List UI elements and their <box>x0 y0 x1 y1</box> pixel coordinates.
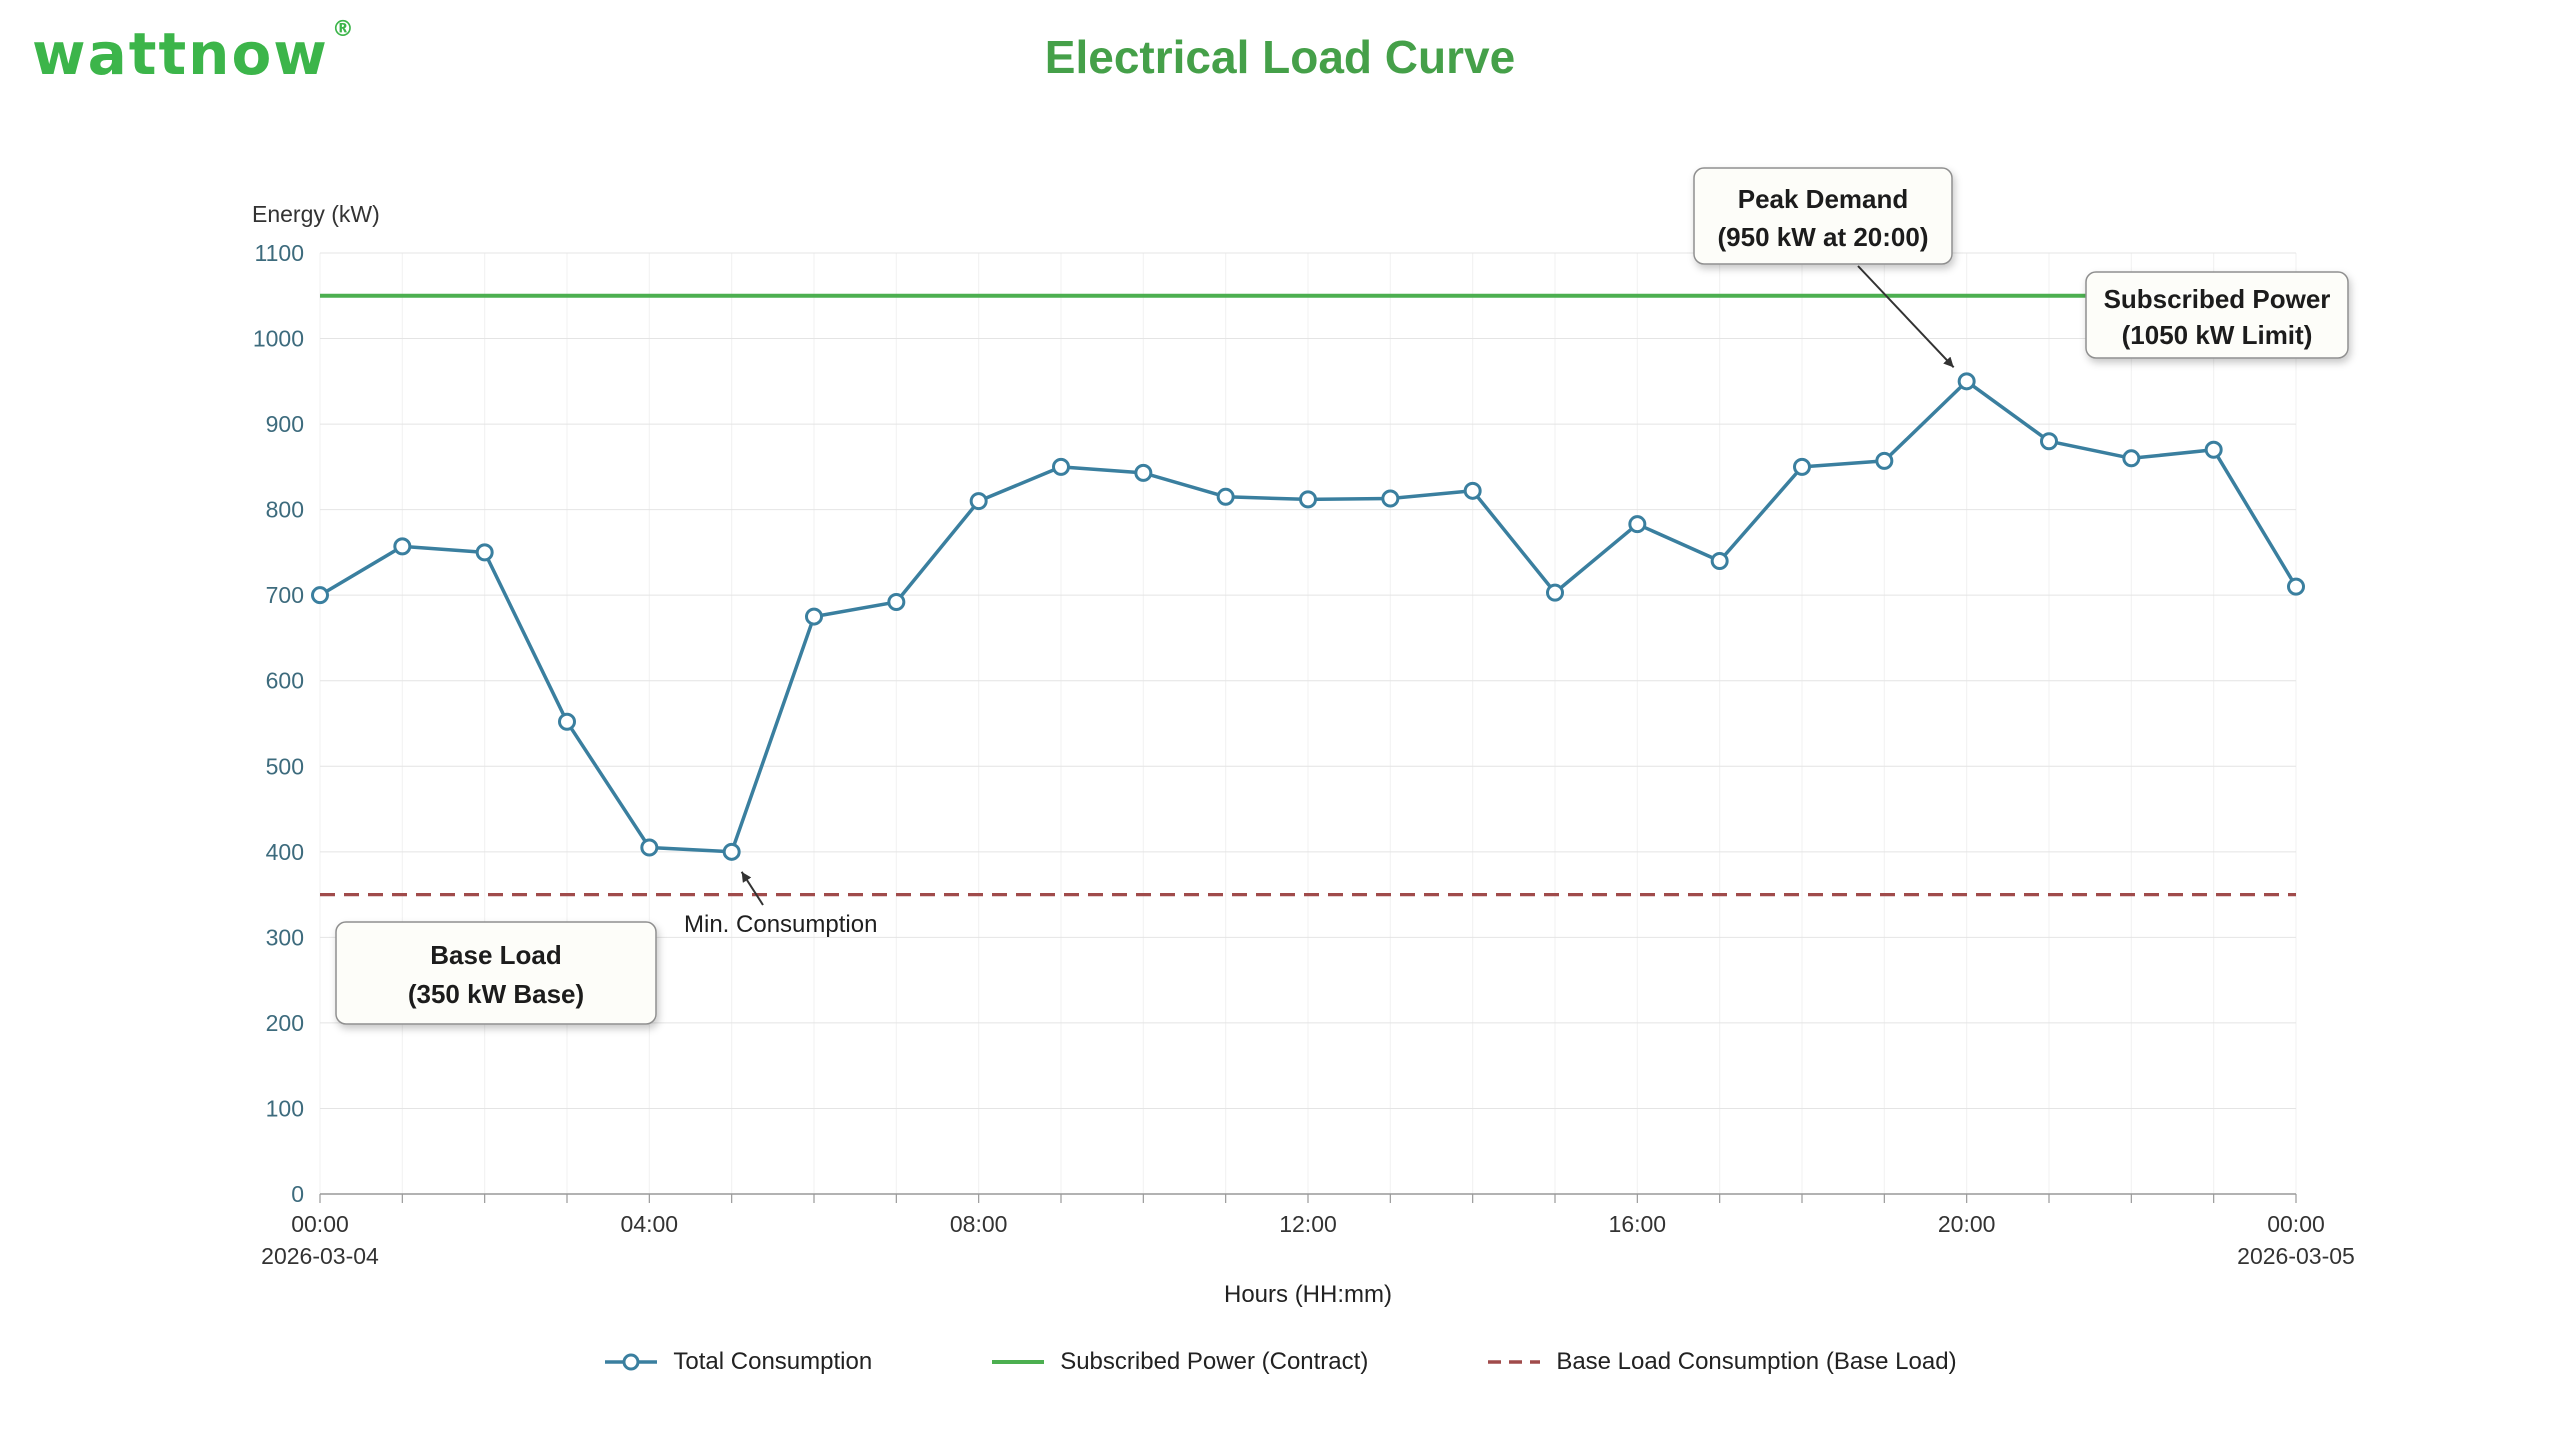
data-point[interactable] <box>1052 457 1070 476</box>
annotation-text: (1050 kW Limit) <box>2122 320 2313 350</box>
y-tick-label: 600 <box>266 668 304 694</box>
legend-symbol <box>605 1353 658 1371</box>
y-tick-label: 700 <box>266 582 304 608</box>
chart-title: Electrical Load Curve <box>1044 31 1516 83</box>
data-point[interactable] <box>722 842 741 861</box>
series-layer <box>311 372 2305 861</box>
annotation-subscribed-power: Subscribed Power (1050 kW Limit) <box>2085 271 2349 359</box>
chart-legend: Total Consumption Subscribed Power (Contr… <box>0 1348 2560 1376</box>
y-tick-label: 200 <box>266 1010 304 1036</box>
registered-trademark-icon: ® <box>331 16 356 42</box>
legend-symbol <box>1488 1360 1541 1364</box>
annotation-box <box>1693 167 1953 265</box>
annotation-box <box>2085 271 2349 359</box>
y-tick-label: 900 <box>266 411 304 437</box>
annotation-layer: Peak Demand (950 kW at 20:00) Subscribed P… <box>335 167 2349 1025</box>
data-point[interactable] <box>1957 372 1976 391</box>
y-tick-label: 800 <box>266 497 304 523</box>
y-tick-label: 100 <box>266 1095 304 1121</box>
min-consumption-arrow <box>740 871 764 906</box>
data-point[interactable] <box>1299 490 1317 509</box>
data-point[interactable] <box>1875 451 1894 470</box>
x-tick-label: 00:00 <box>2267 1211 2325 1237</box>
data-point[interactable] <box>1134 463 1153 482</box>
annotation-text: (350 kW Base) <box>408 979 584 1009</box>
legend-label: Subscribed Power (Contract) <box>1060 1348 1369 1375</box>
x-tick-label: 16:00 <box>1609 1211 1667 1237</box>
data-point[interactable] <box>969 492 988 511</box>
x-tick-date-label: 2026-03-04 <box>261 1243 379 1269</box>
x-tick-label: 04:00 <box>621 1211 679 1237</box>
data-point[interactable] <box>805 607 823 626</box>
data-point[interactable] <box>475 543 494 562</box>
data-point[interactable] <box>640 838 659 857</box>
data-point[interactable] <box>1710 551 1729 570</box>
data-point[interactable] <box>393 537 412 556</box>
data-point[interactable] <box>2122 449 2141 468</box>
x-tick-label: 00:00 <box>291 1211 349 1237</box>
x-axis <box>319 1193 2297 1203</box>
y-axis-title: Energy (kW) <box>252 201 380 227</box>
data-point[interactable] <box>2287 577 2305 596</box>
data-point[interactable] <box>1546 583 1564 602</box>
x-tick-label: 12:00 <box>1279 1211 1337 1237</box>
y-tick-label: 1100 <box>255 240 304 266</box>
annotation-box <box>335 921 657 1025</box>
y-tick-label: 400 <box>266 839 304 865</box>
data-point[interactable] <box>1628 515 1647 534</box>
data-point[interactable] <box>2204 440 2223 459</box>
legend-symbol <box>992 1360 1045 1364</box>
annotation-peak-demand: Peak Demand (950 kW at 20:00) <box>1693 167 1955 369</box>
data-point[interactable] <box>1793 457 1811 476</box>
data-point[interactable] <box>1216 487 1235 506</box>
logo-text: wattnow <box>32 20 329 88</box>
data-point[interactable] <box>311 586 329 605</box>
legend-label: Total Consumption <box>673 1348 873 1375</box>
x-axis-title: Hours (HH:mm) <box>1224 1281 1392 1308</box>
x-tick-date-label: 2026-03-05 <box>2237 1243 2355 1269</box>
wattnow-logo: wattnow ® <box>32 16 356 88</box>
data-point[interactable] <box>558 712 576 731</box>
annotation-text: (950 kW at 20:00) <box>1718 222 1929 252</box>
min-consumption-label: Min. Consumption <box>684 911 877 938</box>
legend-label: Base Load Consumption (Base Load) <box>1556 1348 1957 1375</box>
y-tick-label: 0 <box>291 1181 304 1207</box>
data-point[interactable] <box>1381 489 1400 508</box>
annotation-text: Peak Demand <box>1738 184 1909 214</box>
legend-item-total-consumption[interactable]: Total Consumption <box>603 1348 872 1376</box>
x-tick-label: 08:00 <box>950 1211 1008 1237</box>
x-tick-label: 20:00 <box>1938 1211 1996 1237</box>
annotation-text: Subscribed Power <box>2104 284 2331 314</box>
annotation-text: Base Load <box>430 940 562 970</box>
y-tick-label: 1000 <box>253 326 304 352</box>
axis-labels: 0 100 200 300 400 500 600 700 800 900 1000 1100 Ener… <box>252 201 2355 1308</box>
peak-demand-arrow <box>1857 265 1955 369</box>
grid-layer <box>319 252 2297 1194</box>
y-tick-label: 300 <box>266 924 304 950</box>
data-point[interactable] <box>1463 481 1482 500</box>
data-point[interactable] <box>2040 432 2058 451</box>
legend-item-subscribed-power-contract[interactable]: Subscribed Power (Contract) <box>990 1348 1368 1376</box>
reference-lines-layer <box>320 293 2296 897</box>
y-tick-label: 500 <box>266 753 304 779</box>
annotation-base-load: Base Load (350 kW Base) <box>335 921 657 1025</box>
legend-item-base-load-consumption-base-load[interactable]: Base Load Consumption (Base Load) <box>1486 1348 1957 1376</box>
data-point[interactable] <box>887 593 906 612</box>
